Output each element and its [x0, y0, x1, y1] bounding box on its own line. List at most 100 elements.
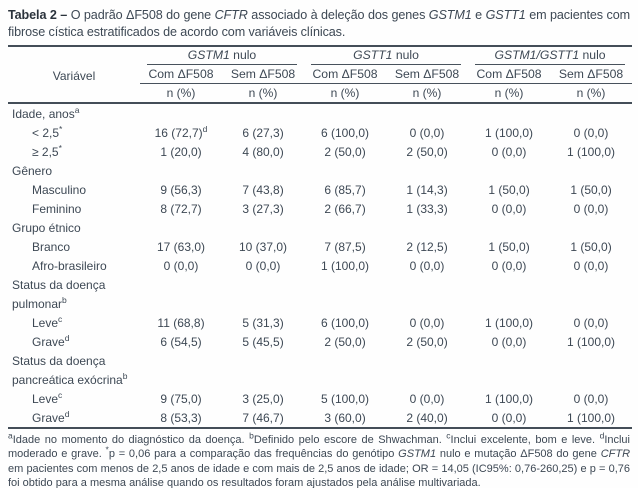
footnote-marker: d [64, 332, 70, 343]
row-label: Afro-brasileiro [32, 258, 107, 273]
cell-value: 1 (100,0) [485, 391, 534, 406]
group-header-gstm1: GSTM1 nulo [140, 46, 304, 65]
cell-value [468, 161, 550, 180]
text-segment: GSTT1 [485, 8, 526, 22]
group-header-row: Variável GSTM1 nulo GSTT1 nulo GSTM1/GST… [8, 46, 632, 104]
table-row: Afro-brasileiro 0 (0,0) 0 (0,0) 1 (100,0) 0 … [8, 256, 632, 275]
subheader-com-df508: Com ΔF508 [468, 65, 551, 84]
row-label: Masculino [32, 182, 87, 197]
unit-label: n (%) [468, 83, 551, 104]
cell-value: 1 (50,0) [488, 182, 530, 197]
cell-value [140, 218, 222, 237]
cell-value: 0 (0,0) [163, 258, 199, 273]
cell-value: 0 (0,0) [409, 391, 445, 406]
text-segment: Inclui excelente, bom e leve. [450, 434, 600, 446]
cell-value: 1 (100,0) [485, 125, 534, 140]
cell-value: 1 (100,0) [567, 144, 616, 159]
section-row: pancreática exócrinab [8, 370, 632, 389]
text-segment: CFTR [600, 448, 631, 461]
cell-value [222, 294, 304, 313]
cell-value: 5 (45,5) [242, 334, 284, 349]
cell-value: 9 (75,0) [160, 391, 202, 406]
text-segment: em pacientes com fibrose cística estrati… [8, 8, 631, 39]
cell-value: 1 (50,0) [570, 182, 612, 197]
table-row: Graved 8 (53,3) 7 (46,7) 3 (60,0) 2 (40,0) 0 … [8, 408, 632, 428]
cell-value: 6 (85,7) [324, 182, 366, 197]
subheader-sem-df508: Sem ΔF508 [222, 65, 305, 84]
group-suffix: nulo [229, 48, 257, 62]
group-header-gstt1-inner: GSTT1 nulo [311, 47, 462, 65]
cell-value [386, 294, 468, 313]
footnotes: aIdade no momento do diagnóstico da doen… [8, 430, 631, 488]
table-row: Levec 9 (75,0) 3 (25,0) 5 (100,0) 0 (0,0) 1 (… [8, 389, 632, 408]
cell-value: 4 (80,0) [242, 144, 284, 159]
row-label: Feminino [32, 201, 82, 216]
section-row: Gênero [8, 161, 632, 180]
cell-value: 6 (100,0) [321, 125, 370, 140]
cell-value: 0 (0,0) [573, 201, 609, 216]
cell-value: 8 (53,3) [160, 410, 202, 425]
text-segment: c [446, 430, 451, 441]
cell-value: 2 (50,0) [324, 334, 366, 349]
table-row: Feminino 8 (72,7) 3 (27,3) 2 (66,7) 1 (33,3)… [8, 199, 632, 218]
cell-value [386, 275, 468, 294]
cell-value [304, 161, 386, 180]
cell-value: 0 (0,0) [573, 125, 609, 140]
text-segment: CFTR [214, 8, 248, 22]
cell-value [550, 161, 632, 180]
cell-value: 0 (0,0) [491, 410, 527, 425]
footnote-marker: c [58, 389, 63, 400]
cell-value [550, 294, 632, 313]
footnote-marker: b [122, 370, 128, 381]
cell-value [468, 351, 550, 370]
text-segment: GSTM1 [428, 8, 472, 22]
cell-value: 0 (0,0) [491, 201, 527, 216]
cell-value: 3 (27,3) [242, 201, 284, 216]
cell-value [304, 275, 386, 294]
cell-value: 2 (12,5) [406, 239, 448, 254]
cell-value [140, 370, 222, 389]
footnote-marker: * [58, 142, 62, 153]
row-label: pancreática exócrinab [12, 370, 128, 387]
group-header-gstm1-gstt1: GSTM1/GSTT1 nulo [468, 46, 632, 65]
cell-value: 2 (40,0) [406, 410, 448, 425]
group-suffix: nulo [392, 48, 419, 62]
cell-value: 2 (50,0) [324, 144, 366, 159]
text-segment: Definido pelo escore de Shwachman. [253, 434, 447, 446]
row-label: < 2,5* [32, 123, 63, 140]
cell-value: 6 (54,5) [160, 334, 202, 349]
cell-value: 17 (63,0) [156, 239, 206, 254]
cell-value [468, 103, 550, 123]
gene-name: GSTM1/GSTT1 [494, 48, 580, 62]
text-segment: b [249, 430, 254, 441]
cell-value [222, 351, 304, 370]
cell-value [222, 218, 304, 237]
cell-value: 2 (66,7) [324, 201, 366, 216]
cell-value [222, 370, 304, 389]
subheader-com-df508: Com ΔF508 [140, 65, 222, 84]
cell-value: 0 (0,0) [245, 258, 281, 273]
table-row: Graved 6 (54,5) 5 (45,5) 2 (50,0) 2 (50,0) 0 … [8, 332, 632, 351]
cell-value [140, 351, 222, 370]
cell-value [386, 370, 468, 389]
cell-value: 3 (25,0) [242, 391, 284, 406]
unit-label: n (%) [304, 83, 387, 104]
text-segment: p = 0,06 para a comparação das frequênci… [108, 448, 399, 461]
text-segment: associado à deleção dos genes [247, 8, 429, 22]
row-label: Levec [32, 389, 63, 406]
cell-value: 6 (100,0) [321, 315, 370, 330]
cell-value [386, 218, 468, 237]
row-label: Levec [32, 313, 63, 330]
section-row: Idade, anosa [8, 103, 632, 123]
cell-value: 1 (100,0) [485, 315, 534, 330]
text-segment: O padrão ΔF508 do gene [67, 8, 215, 22]
cell-value: 5 (31,3) [242, 315, 284, 330]
text-segment: Idade no momento do diagnóstico da doenç… [12, 434, 250, 446]
row-label: pulmonarb [12, 294, 67, 311]
cell-value: 0 (0,0) [573, 258, 609, 273]
cell-value [222, 161, 304, 180]
column-header-variable: Variável [8, 46, 140, 104]
footnote-marker: d [202, 123, 208, 134]
section-row: Status da doença [8, 275, 632, 294]
table-body: Idade, anosa < 2,5* 16 (72,7)d 6 (27,3) 6 (1… [8, 103, 632, 428]
